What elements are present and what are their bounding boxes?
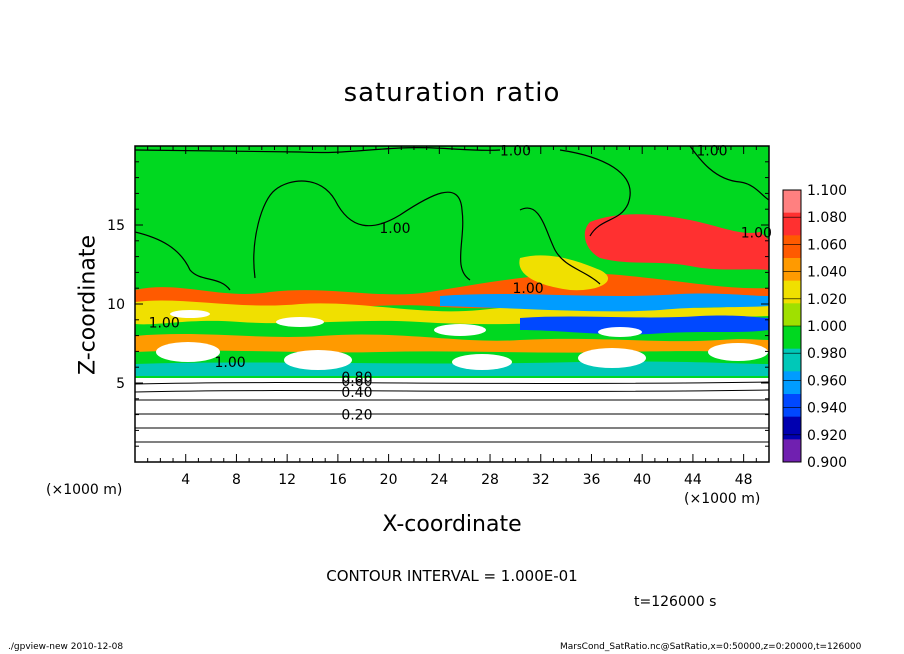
contour-line — [135, 412, 769, 416]
field-lower-white — [135, 378, 769, 462]
field-white-blob — [434, 324, 486, 336]
contour-label: 0.60 — [341, 374, 372, 390]
colorbar-swatch — [783, 326, 801, 350]
x-tick-label: 48 — [735, 472, 753, 488]
colorbar-label: 0.960 — [807, 373, 847, 389]
contour-interval-label: CONTOUR INTERVAL = 1.000E-01 — [326, 567, 578, 585]
contour-line — [135, 398, 769, 402]
chart-title: saturation ratio — [343, 78, 561, 108]
footer-right: MarsCond_SatRatio.nc@SatRatio,x=0:50000,… — [560, 642, 862, 652]
x-axis-ticks: 4 8 12 16 20 24 28 32 36 40 44 48 — [147, 146, 757, 488]
contour-label: 1.00 — [215, 355, 246, 371]
contour-label: 1.00 — [379, 221, 410, 237]
x-tick-label: 40 — [633, 472, 651, 488]
colorbar-swatch — [783, 416, 801, 440]
field-white-blob — [284, 350, 352, 370]
contour-line — [135, 147, 501, 154]
field-band-blue — [440, 293, 769, 312]
colorbar-swatch — [783, 190, 801, 214]
colorbar-label: 1.040 — [807, 265, 847, 281]
contour-label: 1.00 — [500, 143, 531, 159]
field-white-blob — [276, 317, 324, 327]
x-tick-label: 4 — [181, 472, 190, 488]
x-tick-label: 12 — [278, 472, 296, 488]
colorbar-swatch — [783, 235, 801, 259]
colorbar-label: 0.920 — [807, 428, 847, 444]
x-tick-label: 20 — [380, 472, 398, 488]
contour-label: 1.00 — [149, 316, 180, 332]
contour-label: 0.80 — [341, 370, 372, 386]
y-tick-label: 5 — [116, 376, 125, 392]
field-patch-upper-right-yellow — [519, 255, 609, 291]
x-tick-label: 28 — [481, 472, 499, 488]
field-white-blob — [452, 354, 512, 370]
x-tick-label: 36 — [583, 472, 601, 488]
contour-line — [135, 231, 231, 291]
contour-line — [253, 180, 471, 281]
x-tick-label: 8 — [232, 472, 241, 488]
colorbar-label: 1.080 — [807, 210, 847, 226]
colorbar-label: 0.900 — [807, 455, 847, 471]
colorbar-swatch — [783, 280, 801, 304]
field-band-darkblue — [520, 315, 769, 335]
footer-left: ./gpview-new 2010-12-08 — [8, 642, 124, 652]
field-white-blob — [156, 342, 220, 362]
contour-line — [559, 149, 631, 237]
contour-line — [519, 207, 601, 285]
colorbar-swatch — [783, 303, 801, 327]
field-white-blob — [598, 327, 642, 337]
colorbar-swatch — [783, 258, 801, 282]
colorbar-swatch — [783, 439, 801, 463]
x-axis-label: X-coordinate — [382, 512, 522, 537]
colorbar-swatch — [783, 394, 801, 418]
y-tick-label: 15 — [107, 218, 125, 234]
colorbar-swatch — [783, 371, 801, 395]
colorbar-label: 0.940 — [807, 401, 847, 417]
colorbar-label: 1.000 — [807, 319, 847, 335]
contour-line — [135, 389, 769, 393]
colorbar-swatch — [783, 212, 801, 236]
x-tick-label: 44 — [684, 472, 702, 488]
x-tick-label: 16 — [329, 472, 347, 488]
colorbar-label: 1.060 — [807, 237, 847, 253]
x-tick-label: 32 — [532, 472, 550, 488]
field-patch-upper-right — [584, 214, 769, 270]
contour-label: 1.00 — [512, 281, 543, 297]
contour-label: 1.00 — [741, 226, 772, 242]
field-band-red — [135, 273, 769, 313]
y-tick-label: 10 — [107, 297, 125, 313]
contour-labels: 1.00 1.00 1.00 1.00 1.00 1.00 1.00 0.800.600.40… — [149, 143, 772, 423]
colorbar-label: 1.020 — [807, 292, 847, 308]
colorbar-label: 0.980 — [807, 346, 847, 362]
colorbar: 1.100 1.080 1.060 1.040 1.020 1.000 0.980 0.960… — [782, 183, 847, 471]
contour-label: 0.20 — [341, 407, 372, 423]
contour-line — [135, 381, 769, 385]
contour-label: 1.00 — [696, 143, 727, 159]
x-unit-label: (×1000 m) — [684, 491, 761, 507]
field-white-blob — [170, 310, 210, 318]
field-white-blob — [708, 343, 768, 361]
x-tick-label: 24 — [430, 472, 448, 488]
field-white-blob — [578, 348, 646, 368]
colorbar-label: 1.100 — [807, 183, 847, 199]
time-label: t=126000 s — [634, 594, 717, 610]
colorbar-swatch — [783, 348, 801, 372]
contour-label: 0.40 — [341, 385, 372, 401]
y-axis-ticks: 5 10 15 — [107, 161, 769, 447]
heatmap-field — [135, 146, 769, 462]
contour-line — [689, 146, 769, 201]
z-unit-label: (×1000 m) — [46, 482, 123, 498]
